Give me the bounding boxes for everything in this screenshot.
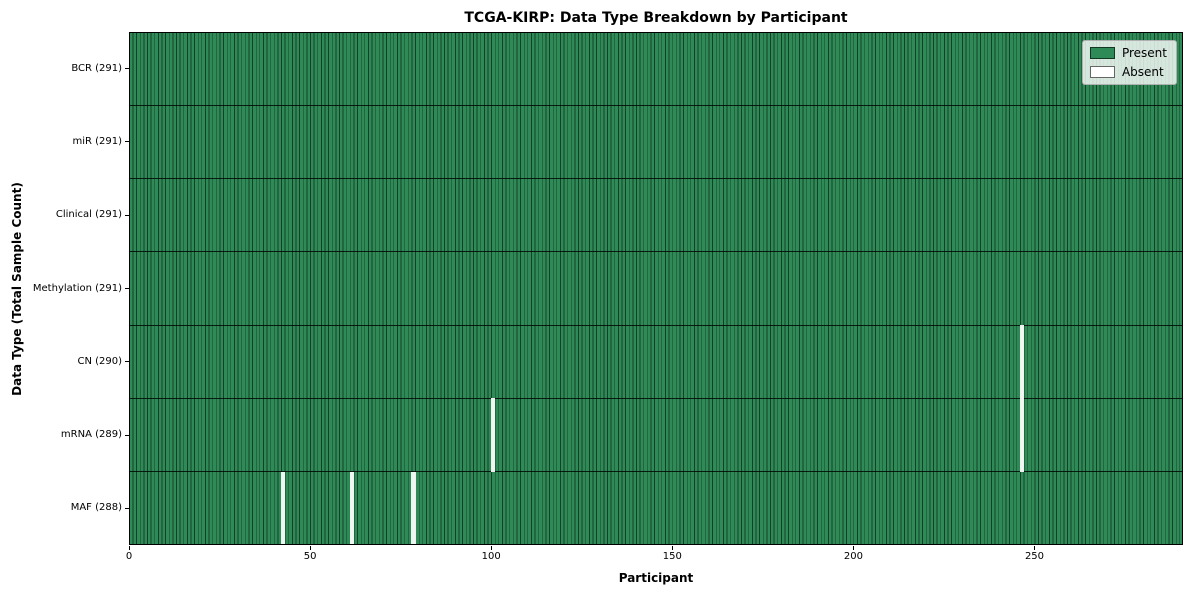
legend-item-present: Present: [1089, 46, 1167, 60]
legend-label-present: Present: [1121, 46, 1167, 60]
x-tick-label-250: 250: [1024, 551, 1045, 562]
chart-title: TCGA-KIRP: Data Type Breakdown by Partic…: [464, 10, 848, 26]
present-swatch: [1089, 47, 1115, 59]
y-tick-label-Clinical: Clinical (291): [55, 209, 122, 221]
y-tick-label-CN: CN (290): [77, 355, 122, 367]
x-tick-mark: [671, 546, 673, 550]
y-tick-mark: [125, 361, 129, 363]
plot-area: Present Absent: [129, 32, 1183, 545]
y-tick-label-BCR: BCR (291): [71, 62, 122, 74]
legend-item-absent: Absent: [1089, 65, 1167, 79]
y-tick-label-miR: miR (291): [72, 135, 122, 147]
x-axis-label: Participant: [618, 571, 694, 585]
y-tick-label-mRNA: mRNA (289): [60, 429, 122, 441]
plot-frame: [129, 32, 1183, 545]
absent-gap-mRNA-246: [1019, 398, 1025, 472]
x-tick-mark: [490, 546, 492, 550]
y-tick-mark: [125, 507, 129, 509]
x-tick-mark: [309, 546, 311, 550]
row-separator: [129, 178, 1183, 180]
y-tick-label-Methylation: Methylation (291): [32, 282, 122, 294]
x-tick-mark: [1033, 546, 1035, 550]
absent-gap-MAF-61: [349, 471, 354, 545]
x-tick-label-150: 150: [662, 551, 682, 562]
absent-gap-mRNA-100: [490, 398, 496, 472]
absent-swatch: [1089, 66, 1115, 78]
x-tick-mark: [852, 546, 854, 550]
absent-gap-MAF-42: [280, 471, 286, 545]
legend: Present Absent: [1081, 40, 1177, 85]
y-tick-mark: [125, 141, 129, 143]
row-separator: [129, 397, 1183, 399]
x-tick-label-50: 50: [303, 551, 317, 562]
row-separator: [129, 324, 1183, 326]
row-separator: [129, 104, 1183, 106]
row-separator: [129, 251, 1183, 253]
y-tick-mark: [125, 288, 129, 289]
row-separator: [129, 471, 1183, 473]
absent-gap-MAF-78: [411, 471, 416, 545]
legend-label-absent: Absent: [1121, 65, 1164, 79]
y-tick-mark: [125, 68, 129, 70]
x-tick-label-100: 100: [481, 551, 501, 562]
y-tick-label-MAF: MAF (288): [70, 502, 122, 514]
x-tick-mark: [128, 546, 130, 550]
x-tick-label-0: 0: [125, 551, 133, 562]
y-tick-mark: [125, 214, 129, 216]
absent-gap-CN-246: [1019, 325, 1025, 399]
y-tick-mark: [125, 434, 129, 436]
x-tick-label-200: 200: [843, 551, 863, 562]
